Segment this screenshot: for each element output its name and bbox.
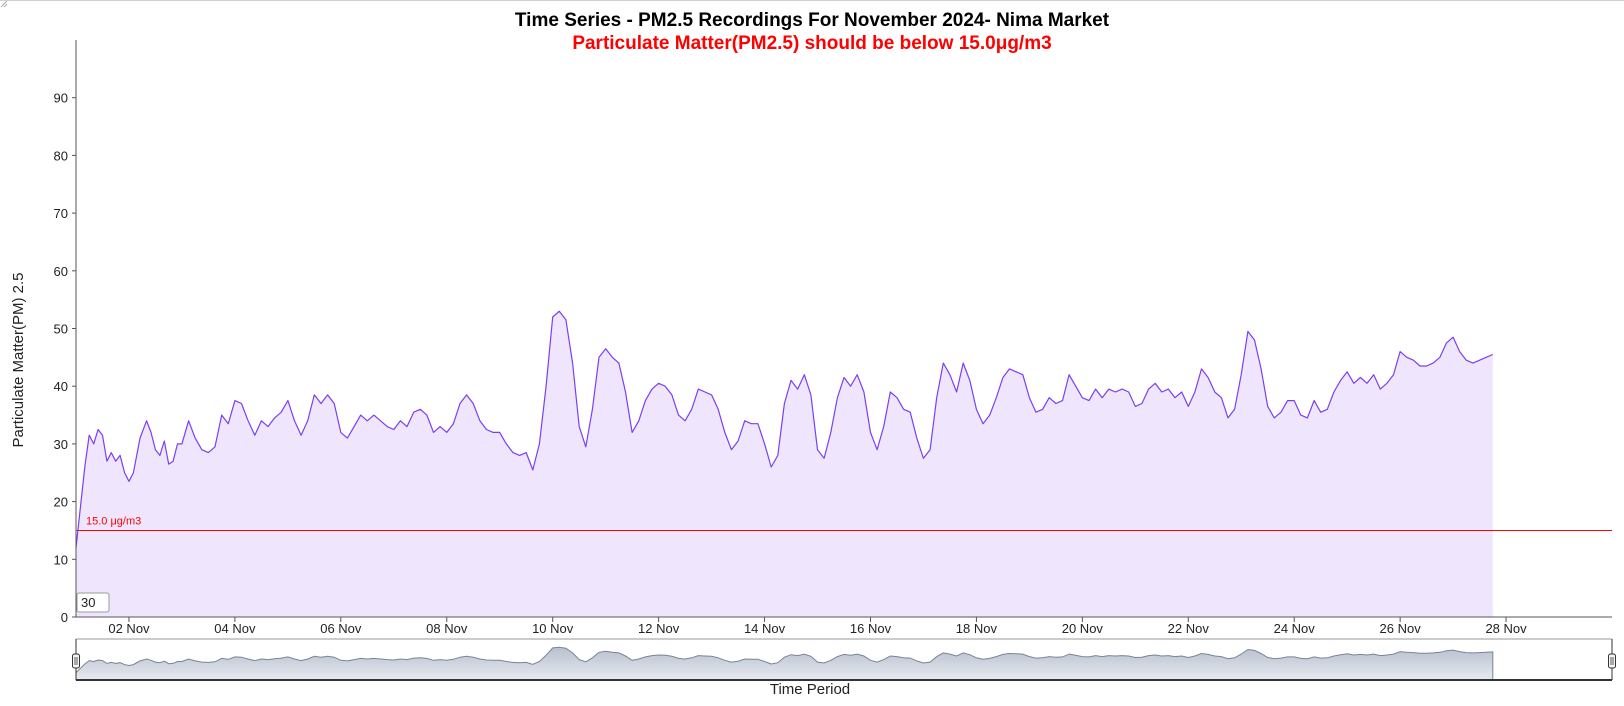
x-tick-label: 10 Nov [532, 621, 574, 636]
y-tick-label: 70 [54, 206, 68, 221]
x-tick-label: 12 Nov [638, 621, 680, 636]
x-tick-label: 22 Nov [1168, 621, 1210, 636]
series-area [76, 311, 1493, 617]
x-tick-label: 04 Nov [214, 621, 256, 636]
x-tick-label: 08 Nov [426, 621, 468, 636]
y-tick-label: 20 [54, 495, 68, 510]
series-line [75, 310, 1494, 548]
navigator-left-handle[interactable] [72, 639, 80, 680]
x-tick-label: 18 Nov [956, 621, 998, 636]
y-tick-label: 0 [61, 610, 68, 625]
x-tick-label: 02 Nov [108, 621, 150, 636]
y-tick-label: 90 [54, 91, 68, 106]
y-tick-label: 50 [54, 322, 68, 337]
navigator-right-handle[interactable] [1608, 639, 1616, 680]
handle-grip-icon [1608, 653, 1616, 669]
top-border [0, 0, 1624, 1]
y-axis-title: Particulate Matter(PM) 2.5 [10, 272, 27, 447]
chart-title: Time Series - PM2.5 Recordings For Novem… [514, 10, 1110, 31]
x-axis-title: Time Period [770, 681, 850, 698]
x-tick-label: 26 Nov [1380, 621, 1422, 636]
x-tick-label: 06 Nov [320, 621, 362, 636]
threshold-label: 15.0 μg/m3 [86, 515, 141, 527]
x-tick-label: 28 Nov [1485, 621, 1527, 636]
y-tick-label: 80 [54, 148, 68, 163]
window-input[interactable]: 30 [76, 592, 110, 613]
window-input-value: 30 [81, 595, 95, 610]
y-tick-label: 30 [54, 437, 68, 452]
handle-grip-icon [72, 653, 80, 669]
y-tick-label: 10 [54, 552, 68, 567]
y-tick-label: 60 [54, 264, 68, 279]
navigator-area [75, 646, 1494, 681]
x-tick-label: 24 Nov [1274, 621, 1316, 636]
x-tick-label: 20 Nov [1062, 621, 1104, 636]
chart-subtitle: Particulate Matter(PM2.5) should be belo… [572, 33, 1052, 54]
y-tick-label: 40 [54, 379, 68, 394]
x-tick-label: 16 Nov [850, 621, 892, 636]
x-tick-label: 14 Nov [744, 621, 786, 636]
resize-grip-icon[interactable] [0, 0, 8, 8]
